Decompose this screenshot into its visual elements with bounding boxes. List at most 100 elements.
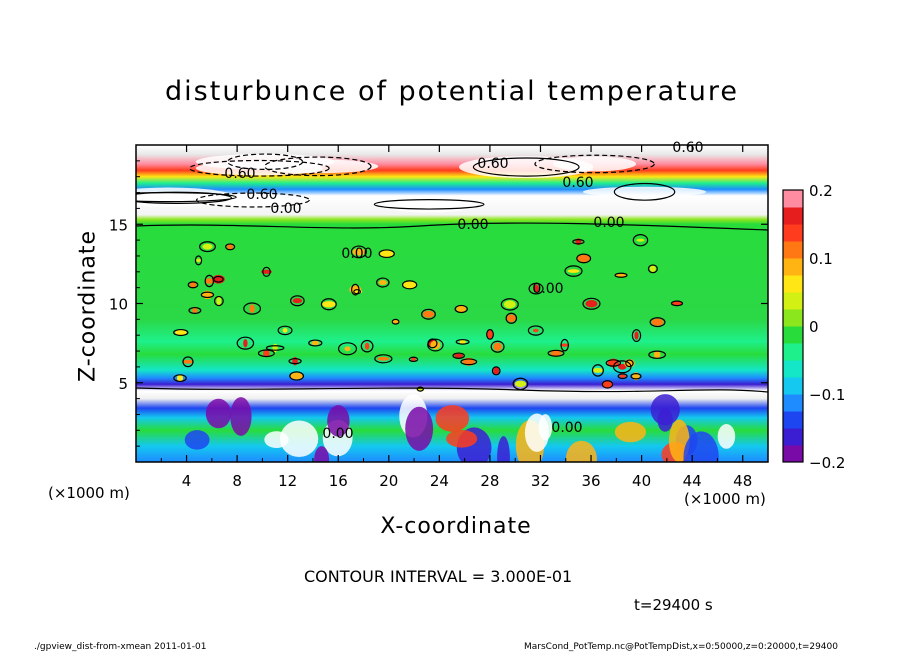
x-tick-label: 28: [480, 472, 499, 490]
contour-line: [547, 349, 565, 357]
contour-line: [308, 339, 323, 347]
colorbar-segment: [783, 207, 803, 225]
perturbation-blob: [585, 300, 598, 308]
contour-line: [500, 298, 519, 311]
turbulent-plume: [614, 421, 647, 443]
perturbation-blob: [192, 308, 198, 313]
contour-labels: 0.600.600.600.600.000.000.600.000.000.00…: [224, 140, 703, 442]
contour-line: [670, 300, 684, 307]
colorbar-tick-label: 0: [809, 318, 819, 336]
turbulent-plume: [650, 394, 680, 426]
contour-line: [188, 159, 330, 177]
contour-label: 0.00: [457, 217, 488, 233]
contour-label: 0.00: [593, 215, 624, 231]
x-tick-label: 24: [430, 472, 449, 490]
perturbation-blob: [533, 284, 539, 293]
chart-title: disturbunce of potential temperature: [165, 76, 739, 107]
contour-line: [564, 265, 583, 277]
colorbar-segment: [783, 428, 803, 446]
contour-line: [200, 291, 215, 299]
turbulent-plume: [565, 440, 597, 462]
perturbation-blob: [292, 298, 303, 304]
perturbation-blob: [456, 305, 466, 313]
turbulent-plume: [264, 431, 289, 449]
contour-line: [534, 154, 655, 174]
contour-line: [350, 245, 367, 259]
contour-line: [416, 386, 424, 392]
contour-line: [199, 241, 216, 253]
contour-label: 0.60: [224, 166, 255, 182]
perturbation-blob: [592, 367, 604, 373]
perturbation-blob: [202, 243, 213, 250]
perturbation-blob: [290, 372, 303, 380]
contour-label: 0.60: [562, 175, 593, 191]
contour-line: [182, 356, 194, 368]
colorbar-segment: [783, 292, 803, 310]
contour-line: [236, 336, 255, 350]
contour-line: [601, 380, 614, 389]
upper-streak: [459, 156, 594, 179]
perturbation-blob: [403, 280, 417, 289]
perturbation-blob: [378, 280, 387, 286]
contour-line: [614, 272, 628, 278]
contour-line: [572, 239, 585, 245]
perturbation-blob: [263, 349, 270, 358]
contour-line: [213, 295, 224, 307]
contour-line: [401, 280, 418, 290]
contour-line: [225, 243, 236, 251]
contour-line: [289, 371, 305, 381]
y-tick-label: 15: [109, 216, 128, 234]
perturbation-blob: [503, 300, 516, 309]
contour-line: [360, 339, 374, 353]
contour-line: [277, 325, 293, 336]
contour-line: [605, 359, 622, 367]
contour-line: [288, 358, 302, 365]
perturbation-blob: [493, 342, 502, 351]
perturbation-blob: [195, 258, 202, 263]
contour-line: [505, 312, 518, 324]
perturbation-blob: [618, 363, 627, 370]
colorbar-segment: [783, 445, 803, 463]
contour-line: [194, 255, 203, 266]
contour-line: [262, 266, 271, 277]
contour-line: [374, 354, 393, 364]
contour-line: [213, 275, 224, 283]
x-tick-label: 36: [581, 472, 600, 490]
contour-line: [421, 308, 436, 320]
x-unit-label-right: (×1000 m): [684, 490, 766, 508]
contour-line: [173, 374, 187, 383]
colorbar-segment: [783, 224, 803, 242]
contour-line: [187, 281, 199, 289]
colorbar-segment: [783, 411, 803, 429]
turbulent-plume: [314, 446, 330, 462]
perturbation-blob: [602, 381, 613, 388]
turbulent-plume: [538, 414, 553, 441]
x-tick-label: 16: [329, 472, 348, 490]
perturbation-blob: [364, 342, 370, 350]
contour-line: [630, 373, 642, 380]
contour-line: [378, 249, 395, 259]
colorbar-segment: [783, 190, 803, 208]
contour-line: [647, 264, 658, 274]
contour-line: [582, 297, 601, 310]
perturbation-blob: [189, 281, 197, 289]
perturbation-blob: [422, 310, 435, 318]
colorbar-segment: [783, 309, 803, 327]
colorbar-segment: [783, 360, 803, 378]
x-axis-label: X-coordinate: [380, 514, 532, 539]
contour-line: [625, 359, 634, 368]
perturbation-blob: [260, 269, 272, 274]
contour-line: [376, 277, 390, 288]
perturbation-blob: [619, 374, 626, 378]
contour-line: [648, 350, 667, 359]
x-unit-label-left: (×1000 m): [48, 484, 130, 502]
x-tick-label: 20: [379, 472, 398, 490]
turbulent-plume: [435, 405, 470, 432]
colorbar-segment: [783, 258, 803, 276]
perturbation-blob: [634, 331, 639, 340]
perturbation-blob: [560, 343, 570, 347]
contour-line: [632, 234, 649, 247]
time-label: t=29400 s: [634, 596, 713, 614]
x-tick-label: 48: [733, 472, 752, 490]
contour-label: 0.00: [532, 281, 563, 297]
